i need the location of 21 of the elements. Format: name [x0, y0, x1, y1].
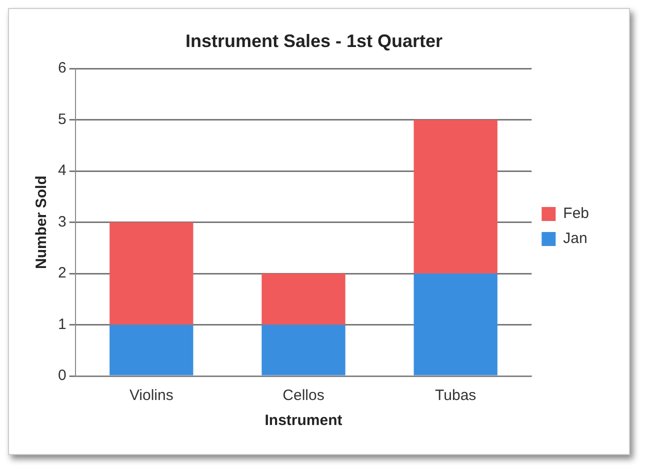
y-axis-title: Number Sold	[33, 176, 50, 269]
bar	[414, 120, 498, 274]
legend-label: Feb	[563, 205, 590, 222]
bar	[262, 274, 346, 325]
bar	[262, 324, 346, 376]
bar	[110, 222, 194, 325]
bar	[110, 324, 194, 376]
y-tick-label: 0	[58, 367, 66, 384]
chart-title: Instrument Sales - 1st Quarter	[185, 30, 443, 51]
y-tick-label: 6	[58, 60, 66, 77]
x-tick-label: Tubas	[435, 387, 476, 404]
legend-label: Jan	[563, 230, 588, 248]
bar	[414, 274, 498, 376]
y-tick-label: 4	[58, 162, 66, 180]
x-tick-label: Cellos	[282, 387, 324, 404]
x-tick-label: Violins	[129, 387, 174, 404]
y-tick-label: 1	[58, 316, 66, 333]
y-tick-label: 5	[58, 110, 66, 128]
x-axis-title: Instrument	[264, 412, 342, 430]
y-tick-label: 3	[58, 213, 66, 230]
y-tick-label: 2	[58, 264, 66, 282]
